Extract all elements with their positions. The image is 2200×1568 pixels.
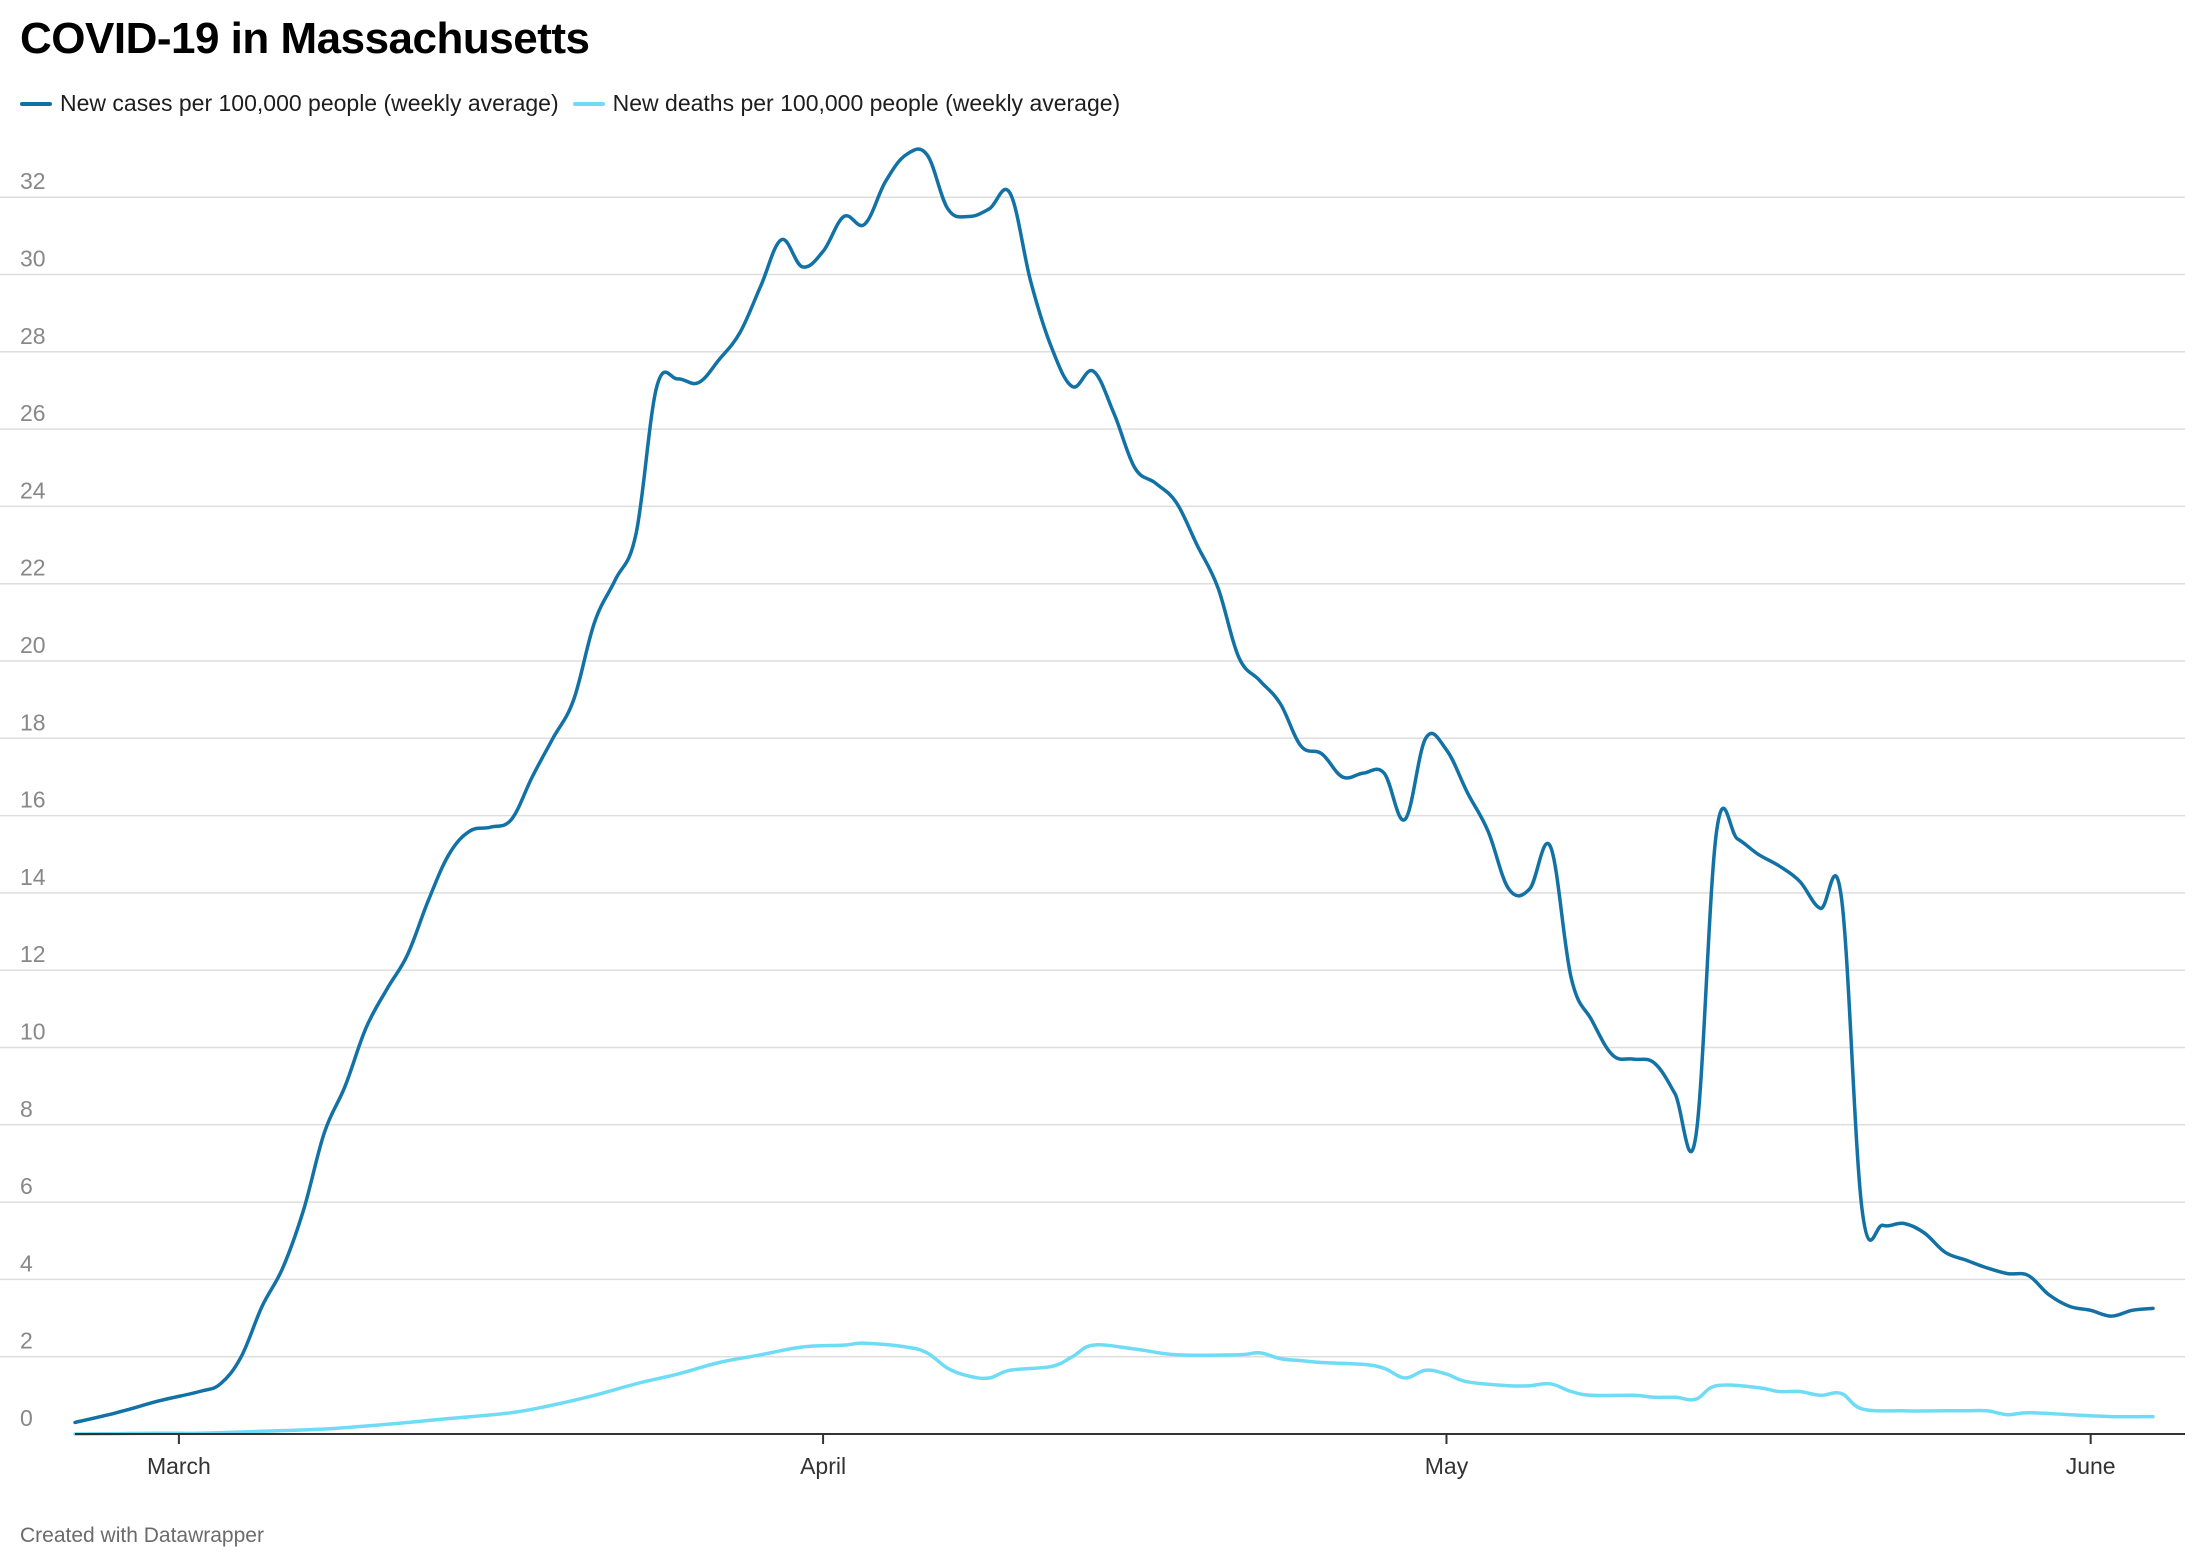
y-tick-label: 26 <box>20 400 46 426</box>
y-tick-label: 2 <box>20 1328 33 1354</box>
legend-swatch-cases <box>20 101 52 106</box>
legend-label-deaths: New deaths per 100,000 people (weekly av… <box>612 90 1121 116</box>
x-axis: March April May June <box>75 1433 2185 1479</box>
legend-label-cases: New cases per 100,000 people (weekly ave… <box>60 90 559 116</box>
y-tick-label: 12 <box>20 941 46 967</box>
y-tick-label: 24 <box>20 477 46 503</box>
y-tick-label: 28 <box>20 323 46 349</box>
x-tick-label: May <box>1425 1453 1469 1479</box>
y-tick-label: 8 <box>20 1096 33 1122</box>
x-tick-label: June <box>2066 1453 2116 1479</box>
legend: New cases per 100,000 people (weekly ave… <box>20 90 1134 117</box>
legend-item-deaths: New deaths per 100,000 people (weekly av… <box>572 90 1121 117</box>
legend-item-cases: New cases per 100,000 people (weekly ave… <box>20 90 559 117</box>
footer-credit: Created with Datawrapper <box>20 1524 264 1547</box>
y-tick-label: 4 <box>20 1250 33 1276</box>
y-tick-label: 6 <box>20 1173 33 1199</box>
y-tick-label: 0 <box>20 1405 33 1431</box>
series-line-deaths <box>73 1341 2155 1436</box>
y-tick-label: 32 <box>20 168 46 194</box>
y-tick-label: 10 <box>20 1019 46 1045</box>
x-tick-label: April <box>800 1453 846 1479</box>
series-lines <box>73 147 2155 1436</box>
y-tick-label: 20 <box>20 632 46 658</box>
y-tick-label: 18 <box>20 709 46 735</box>
y-tick-label: 30 <box>20 246 46 272</box>
y-tick-label: 14 <box>20 864 46 890</box>
gridlines <box>0 196 2185 1358</box>
x-tick-label: March <box>147 1453 211 1479</box>
series-line-cases <box>73 147 2155 1425</box>
legend-swatch-deaths <box>572 101 605 106</box>
y-tick-label: 22 <box>20 555 46 581</box>
y-tick-label: 16 <box>20 787 46 813</box>
chart-title: COVID-19 in Massachusetts <box>20 14 590 63</box>
